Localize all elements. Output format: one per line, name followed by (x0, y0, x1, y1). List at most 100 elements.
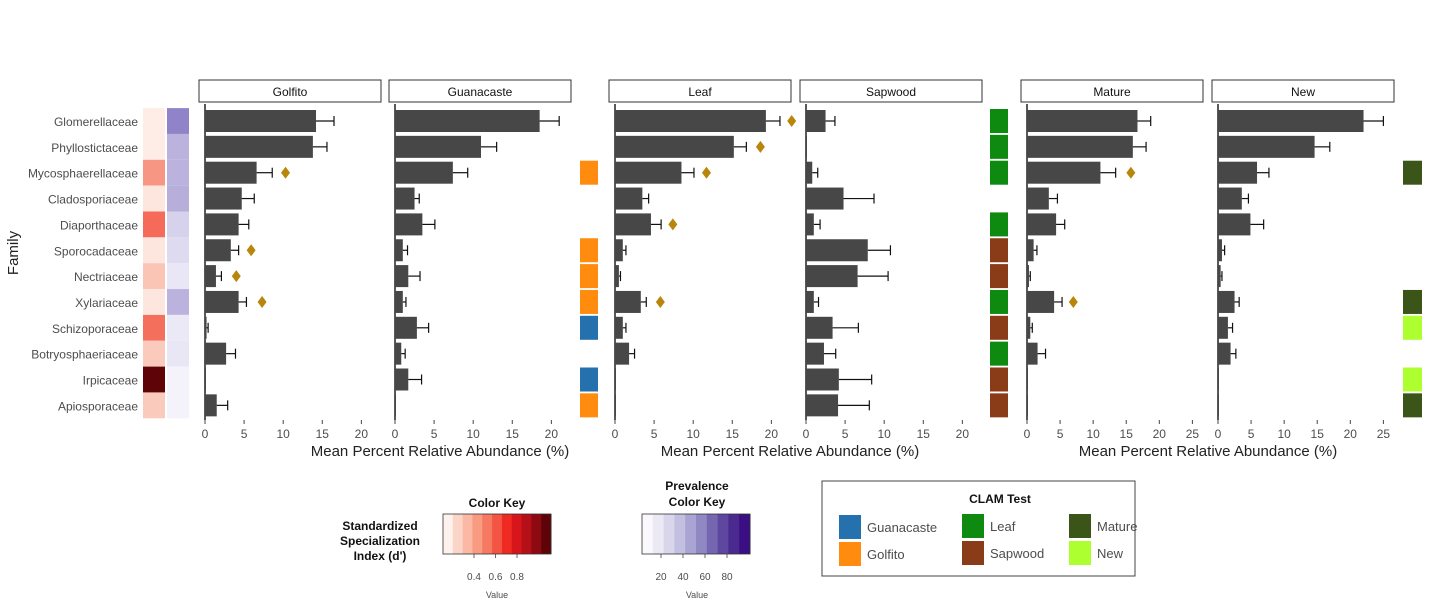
clam-cell-leaf (990, 109, 1008, 133)
bar-sapwood-nectriaceae (806, 265, 858, 288)
specialization-key-title: Color Key (469, 496, 526, 510)
panel-strip-mature (1020, 79, 1204, 103)
bar-sapwood-schizoporaceae (806, 316, 833, 339)
x-tick-label: 0 (803, 427, 810, 441)
bar-guanacaste-irpicaceae (395, 368, 409, 391)
bar-golfito-diaporthaceae (205, 213, 239, 236)
panel-title-mature: Mature (1093, 85, 1131, 99)
prevalence-key-tick: 40 (677, 572, 689, 583)
clam-cell-sapwood (990, 238, 1008, 263)
bar-guanacaste-diaporthaceae (395, 213, 423, 236)
family-label-mycosphaerellaceae: Mycosphaerellaceae (28, 167, 138, 181)
bar-sapwood-glomerellaceae (806, 110, 826, 132)
specialization-key-tick: 0.6 (489, 572, 503, 583)
chart-group-1: Golfito 0 5 10 15 20 Guanacaste 0 5 10 15 20 Mean Pe… (198, 79, 598, 460)
bar-mature-cladosporiaceae (1027, 187, 1049, 210)
y-axis-title: Family (5, 230, 22, 275)
x-tick-label: 15 (316, 427, 330, 441)
significance-diamond (1068, 295, 1078, 308)
clam-cell-sapwood (990, 393, 1008, 418)
color-keys: Color Key StandardizedSpecializationIndex… (340, 479, 751, 600)
bar-leaf-diaporthaceae (615, 213, 651, 236)
panel-title-golfito: Golfito (273, 85, 308, 99)
bar-golfito-botryosphaeriaceae (205, 342, 227, 365)
x-tick-label: 5 (842, 427, 849, 441)
bar-new-cladosporiaceae (1218, 187, 1242, 210)
bar-new-schizoporaceae (1218, 316, 1228, 339)
prevalence-key-swatch (663, 514, 675, 554)
specialization-key-tick: 0.8 (510, 572, 524, 583)
clam-legend-label-new: New (1097, 546, 1124, 561)
prevalence-cell-xylariaceae (167, 289, 189, 315)
clam-cell-guanacaste (580, 367, 598, 392)
bar-golfito-schizoporaceae (205, 316, 207, 339)
bar-golfito-nectriaceae (205, 265, 216, 288)
panel-strip-golfito (198, 79, 382, 103)
bar-sapwood-irpicaceae (806, 368, 839, 391)
clam-cell-leaf (990, 160, 1008, 185)
bar-mature-schizoporaceae (1027, 316, 1031, 339)
specialization-key-swatch (531, 514, 542, 554)
prevalence-key-swatch (642, 514, 654, 554)
prevalence-cell-diaporthaceae (167, 211, 189, 238)
bar-guanacaste-sporocadaceae (395, 239, 403, 262)
prevalence-key-swatch (652, 514, 665, 554)
specialization-cell-apiosporaceae (143, 392, 165, 419)
specialization-key-label: Index (d') (354, 549, 407, 563)
bar-new-apiosporaceae (1218, 394, 1219, 417)
specialization-cell-diaporthaceae (143, 211, 165, 238)
clam-cell-new (1403, 367, 1422, 392)
family-label-nectriaceae: Nectriaceae (74, 270, 138, 284)
clam-legend-swatch-golfito (839, 542, 861, 566)
clam-cell-guanacaste (580, 315, 598, 340)
clam-cell-golfito (580, 264, 598, 289)
prevalence-cell-mycosphaerellaceae (167, 159, 189, 186)
clam-legend-swatch-sapwood (962, 541, 984, 565)
bar-leaf-xylariaceae (615, 290, 641, 313)
specialization-key-swatch (501, 514, 513, 554)
x-tick-label: 10 (878, 427, 892, 441)
bar-mature-nectriaceae (1027, 265, 1029, 288)
chart-group-2: Leaf 0 5 10 15 20 Sapwood 0 5 10 15 20 Mean Percent … (608, 79, 1008, 460)
bar-new-diaporthaceae (1218, 213, 1251, 236)
clam-legend-label-guanacaste: Guanacaste (867, 520, 937, 535)
specialization-cell-mycosphaerellaceae (143, 159, 165, 186)
specialization-key-frame (442, 513, 552, 555)
specialization-key-swatch (521, 514, 532, 554)
specialization-key-label: Specialization (340, 534, 420, 548)
panel-golfito: Golfito 0 5 10 15 20 (198, 79, 382, 441)
prevalence-cell-apiosporaceae (167, 392, 189, 419)
x-tick-label: 15 (506, 427, 520, 441)
bar-sapwood-diaporthaceae (806, 213, 814, 236)
specialization-key-swatch (492, 514, 503, 554)
bar-sapwood-botryosphaeriaceae (806, 342, 824, 365)
x-tick-label: 25 (1186, 427, 1200, 441)
bar-mature-sporocadaceae (1027, 239, 1034, 262)
specialization-key-label: Standardized (342, 519, 417, 533)
specialization-cell-irpicaceae (143, 366, 165, 393)
clam-cell-golfito (580, 238, 598, 263)
chart-groups: Golfito 0 5 10 15 20 Guanacaste 0 5 10 15 20 Mean Pe… (198, 79, 1422, 460)
specialization-key-swatch (452, 514, 464, 554)
x-tick-label: 0 (612, 427, 619, 441)
x-tick-label: 10 (1086, 427, 1100, 441)
panel-strip-guanacaste (388, 79, 572, 103)
bar-leaf-cladosporiaceae (615, 187, 643, 210)
specialization-cell-xylariaceae (143, 289, 165, 315)
x-axis-title: Mean Percent Relative Abundance (%) (311, 443, 569, 460)
specialization-cell-nectriaceae (143, 263, 165, 290)
panel-mature: Mature 0 5 10 15 20 25 (1020, 79, 1204, 441)
bar-golfito-glomerellaceae (205, 110, 317, 132)
prevalence-key-title: Prevalence (665, 479, 729, 493)
x-tick-label: 5 (1248, 427, 1255, 441)
x-tick-label: 15 (726, 427, 740, 441)
bar-mature-mycosphaerellaceae (1027, 161, 1101, 184)
x-axis-title: Mean Percent Relative Abundance (%) (1079, 443, 1337, 460)
bar-sapwood-mycosphaerellaceae (806, 161, 813, 184)
clam-cell-leaf (990, 134, 1008, 159)
prevalence-cell-schizoporaceae (167, 314, 189, 341)
prevalence-cell-nectriaceae (167, 263, 189, 290)
bar-leaf-glomerellaceae (615, 110, 766, 132)
bar-golfito-irpicaceae (205, 368, 206, 391)
